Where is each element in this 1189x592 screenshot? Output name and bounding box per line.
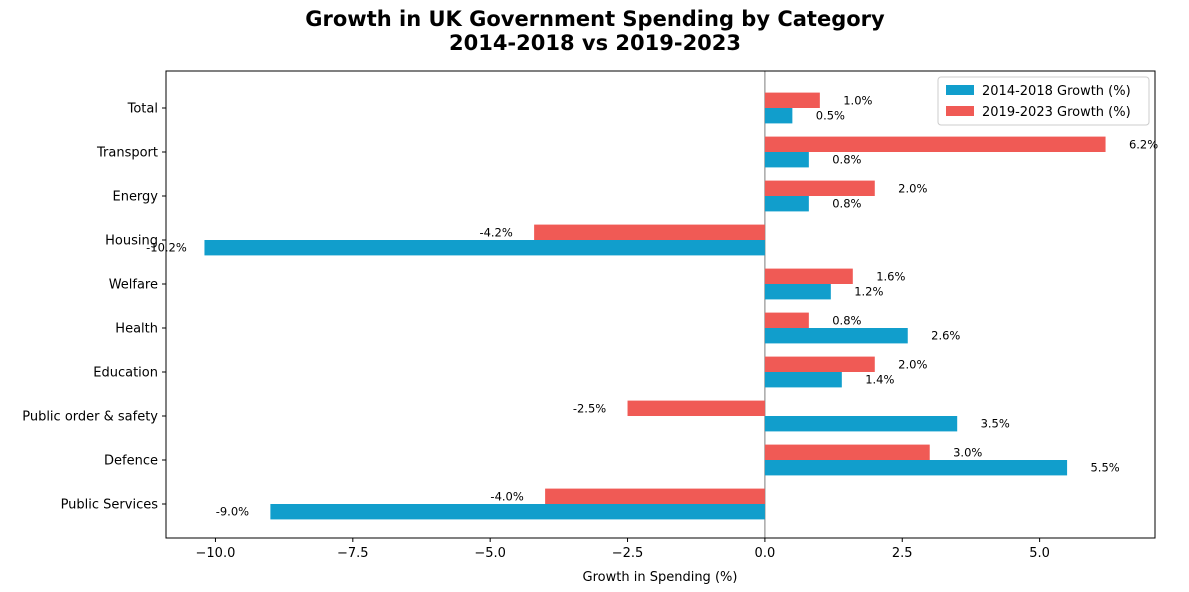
legend: 2014-2018 Growth (%) 2019-2023 Growth (%) [937,76,1150,126]
data-label: 0.5% [816,109,845,123]
legend-label: 2014-2018 Growth (%) [982,84,1131,99]
bar-2014-2018-welfare [764,284,831,300]
legend-box [937,76,1150,126]
y-tick-label: Education [93,366,158,381]
bar-2019-2023-total [764,92,820,108]
data-label: 1.4% [865,373,894,387]
legend-swatch [946,85,974,95]
bar-2014-2018-energy [764,196,809,212]
bar-2019-2023-housing [534,224,765,240]
data-label: 1.0% [843,93,872,107]
bar-2019-2023-welfare [764,268,853,284]
legend-swatch [946,106,974,116]
bar-2014-2018-education [764,372,842,388]
x-tick-label: −2.5 [612,546,644,561]
bar-2014-2018-total [764,108,793,124]
bar-2019-2023-education [764,356,875,372]
data-label: 1.2% [854,285,883,299]
data-label: 3.5% [981,417,1010,431]
y-tick-label: Public order & safety [22,410,158,425]
data-label: -4.0% [490,489,523,503]
x-tick-label: −5.0 [474,546,506,561]
bar-2014-2018-transport [764,152,809,168]
data-label: 2.0% [898,181,927,195]
bar-2019-2023-health [764,312,809,328]
data-label: 2.6% [931,329,960,343]
y-tick-label: Defence [104,454,158,469]
y-tick-label: Public Services [61,498,159,513]
data-label: 2.0% [898,357,927,371]
bar-2014-2018-health [764,328,908,344]
data-label: 1.6% [876,269,905,283]
bar-2014-2018-public-order-safety [764,416,958,432]
data-label: 0.8% [832,313,861,327]
data-label: 5.5% [1090,461,1119,475]
x-tick-label: −7.5 [337,546,369,561]
bar-2019-2023-defence [764,444,930,460]
chart-title-line1: Growth in UK Government Spending by Cate… [305,7,885,31]
y-tick-label: Health [115,322,158,337]
bar-2014-2018-housing [204,240,765,256]
data-label: -4.2% [479,225,512,239]
data-label: 3.0% [953,445,982,459]
x-tick-label: 2.5 [892,546,913,561]
data-label: -2.5% [573,401,606,415]
y-tick-label: Housing [105,234,158,249]
legend-label: 2019-2023 Growth (%) [982,105,1131,120]
data-label: 0.8% [832,197,861,211]
x-tick-label: −10.0 [196,546,236,561]
plot-frame [165,70,1156,539]
y-tick-label: Transport [96,146,158,161]
bar-2019-2023-public-services [545,488,765,504]
x-tick-label: 0.0 [755,546,776,561]
data-label: -9.0% [216,505,249,519]
plot-area: -9.0%5.5%3.5%1.4%2.6%1.2%-10.2%0.8%0.8%0… [22,70,1158,561]
y-tick-label: Welfare [109,278,158,293]
bar-2019-2023-transport [764,136,1106,152]
data-label: 6.2% [1129,137,1158,151]
chart-title-line2: 2014-2018 vs 2019-2023 [449,31,741,55]
bar-2019-2023-energy [764,180,875,196]
y-tick-label: Total [127,102,158,117]
bar-2014-2018-public-services [270,504,765,520]
x-axis-label: Growth in Spending (%) [583,570,738,585]
bar-2014-2018-defence [764,460,1068,476]
bar-2019-2023-public-order-safety [627,400,765,416]
y-tick-label: Energy [112,190,158,205]
data-label: 0.8% [832,153,861,167]
x-tick-label: 5.0 [1029,546,1050,561]
